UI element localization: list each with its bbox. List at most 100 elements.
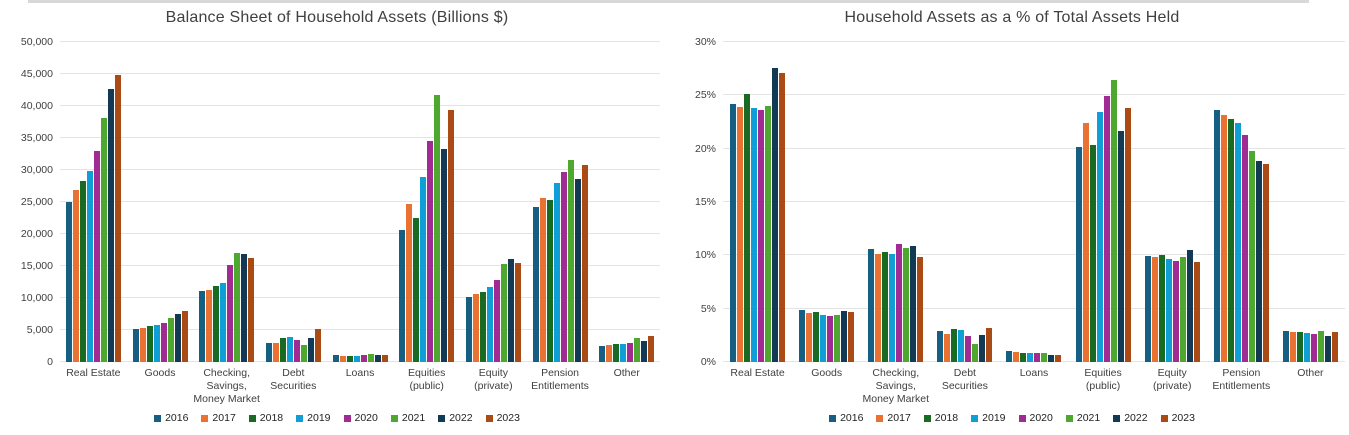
bar-2019[interactable] <box>1234 123 1241 362</box>
bar-2016[interactable] <box>399 229 406 362</box>
bar-2022[interactable] <box>641 341 648 362</box>
bar-2019[interactable] <box>1165 258 1172 362</box>
bar-2023[interactable] <box>848 311 855 362</box>
bar-2021[interactable] <box>500 264 507 362</box>
bar-2018[interactable] <box>813 311 820 362</box>
bar-2020[interactable] <box>896 243 903 362</box>
bar-2021[interactable] <box>167 317 174 362</box>
bar-2020[interactable] <box>93 150 100 362</box>
bar-2017[interactable] <box>944 334 951 362</box>
bar-2022[interactable] <box>979 335 986 362</box>
bar-2022[interactable] <box>441 148 448 362</box>
bar-2017[interactable] <box>737 107 744 362</box>
bar-2022[interactable] <box>772 67 779 362</box>
bar-2020[interactable] <box>1034 353 1041 362</box>
legend-item-2023[interactable]: 2023 <box>485 412 520 424</box>
bar-2016[interactable] <box>868 248 875 362</box>
bar-2019[interactable] <box>420 177 427 362</box>
bar-2023[interactable] <box>514 263 521 362</box>
bar-2019[interactable] <box>889 254 896 362</box>
bar-2020[interactable] <box>360 354 367 362</box>
legend-item-2023[interactable]: 2023 <box>1160 412 1195 424</box>
bar-2021[interactable] <box>234 253 241 362</box>
legend-item-2016[interactable]: 2016 <box>154 412 188 424</box>
bar-2018[interactable] <box>279 338 286 362</box>
bar-2018[interactable] <box>413 218 420 362</box>
bar-2017[interactable] <box>1151 257 1158 362</box>
bar-2021[interactable] <box>903 247 910 362</box>
bar-2017[interactable] <box>206 290 213 362</box>
bar-2016[interactable] <box>1075 146 1082 362</box>
bar-2022[interactable] <box>574 178 581 362</box>
bar-2019[interactable] <box>220 282 227 362</box>
bar-2022[interactable] <box>174 314 181 362</box>
bar-2022[interactable] <box>1117 130 1124 362</box>
bar-2018[interactable] <box>951 328 958 362</box>
legend-item-2019[interactable]: 2019 <box>296 412 331 424</box>
bar-2022[interactable] <box>107 89 114 362</box>
bar-2023[interactable] <box>648 335 655 362</box>
bar-2022[interactable] <box>1186 250 1193 362</box>
bar-2019[interactable] <box>153 324 160 362</box>
bar-2018[interactable] <box>79 180 86 362</box>
bar-2022[interactable] <box>241 254 248 362</box>
bar-2019[interactable] <box>1303 333 1310 362</box>
bar-2019[interactable] <box>553 183 560 362</box>
bar-2017[interactable] <box>72 190 79 362</box>
bar-2020[interactable] <box>493 280 500 362</box>
bar-2019[interactable] <box>1096 112 1103 362</box>
bar-2016[interactable] <box>1213 110 1220 362</box>
bar-2019[interactable] <box>1027 353 1034 362</box>
bar-2018[interactable] <box>613 344 620 362</box>
bar-2019[interactable] <box>486 287 493 362</box>
bar-2022[interactable] <box>507 258 514 362</box>
bar-2022[interactable] <box>910 245 917 362</box>
bar-2016[interactable] <box>132 328 139 362</box>
bar-2017[interactable] <box>472 293 479 362</box>
bar-2016[interactable] <box>532 207 539 362</box>
legend-item-2021[interactable]: 2021 <box>1065 412 1100 424</box>
bar-2017[interactable] <box>606 345 613 362</box>
bar-2023[interactable] <box>1055 354 1062 362</box>
bar-2016[interactable] <box>1144 256 1151 362</box>
bar-2021[interactable] <box>634 337 641 362</box>
bar-2023[interactable] <box>1331 332 1338 362</box>
bar-2017[interactable] <box>806 312 813 362</box>
bar-2022[interactable] <box>1048 354 1055 362</box>
bar-2018[interactable] <box>546 200 553 362</box>
bar-2018[interactable] <box>1158 255 1165 362</box>
bar-2019[interactable] <box>751 108 758 362</box>
bar-2021[interactable] <box>1248 150 1255 362</box>
bar-2016[interactable] <box>265 342 272 362</box>
bar-2016[interactable] <box>599 346 606 362</box>
bar-2020[interactable] <box>1310 334 1317 362</box>
bar-2018[interactable] <box>213 286 220 362</box>
bar-2021[interactable] <box>765 106 772 362</box>
legend-item-2022[interactable]: 2022 <box>438 412 473 424</box>
bar-2021[interactable] <box>1041 353 1048 362</box>
bar-2017[interactable] <box>1013 352 1020 362</box>
bar-2018[interactable] <box>1089 145 1096 362</box>
bar-2022[interactable] <box>307 337 314 362</box>
bar-2020[interactable] <box>1241 134 1248 362</box>
bar-2023[interactable] <box>114 74 121 362</box>
bar-2023[interactable] <box>181 311 188 362</box>
bar-2021[interactable] <box>1110 80 1117 362</box>
bar-2019[interactable] <box>286 337 293 362</box>
bar-2023[interactable] <box>779 72 786 362</box>
bar-2020[interactable] <box>827 316 834 362</box>
bar-2022[interactable] <box>841 310 848 362</box>
bar-2017[interactable] <box>1289 332 1296 362</box>
legend-item-2018[interactable]: 2018 <box>923 412 958 424</box>
legend-item-2016[interactable]: 2016 <box>829 412 863 424</box>
bar-2020[interactable] <box>1172 260 1179 362</box>
bar-2019[interactable] <box>620 343 627 362</box>
bar-2019[interactable] <box>820 315 827 362</box>
bar-2018[interactable] <box>1020 353 1027 362</box>
bar-2017[interactable] <box>1220 114 1227 362</box>
bar-2016[interactable] <box>1282 331 1289 362</box>
legend-item-2021[interactable]: 2021 <box>390 412 425 424</box>
bar-2017[interactable] <box>139 327 146 362</box>
bar-2018[interactable] <box>146 326 153 362</box>
bar-2016[interactable] <box>730 103 737 362</box>
